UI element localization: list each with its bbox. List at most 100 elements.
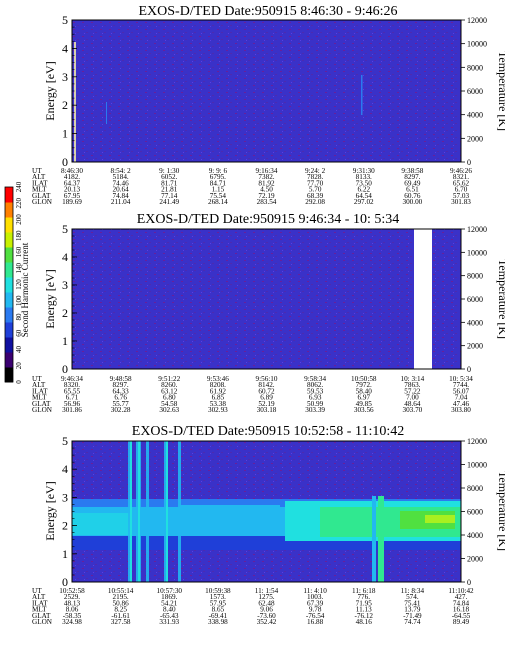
- table-cell: -58.35: [63, 612, 82, 620]
- table-cell: 81.92: [258, 179, 275, 187]
- table-cell: 574.: [406, 593, 419, 601]
- colorbar-tick-label: 80: [15, 313, 23, 321]
- table-row-label: ILAT: [32, 387, 48, 395]
- y-right-tick-label: 12000: [467, 16, 487, 25]
- table-cell: 56.07: [453, 387, 470, 395]
- table-cell: 21.81: [161, 186, 178, 194]
- table-cell: 61.92: [210, 387, 227, 395]
- table-cell: 4182.: [64, 173, 80, 181]
- y-tick-label: 4: [62, 250, 68, 264]
- table-cell: 8260.: [161, 381, 177, 389]
- table-cell: 331.93: [159, 618, 179, 626]
- table-cell: 5.70: [309, 186, 322, 194]
- table-cell: 50.86: [113, 599, 130, 607]
- table-cell: 54.58: [161, 400, 178, 408]
- table-cell: 9:16:34: [256, 167, 278, 175]
- table-cell: 6052.: [161, 173, 177, 181]
- table-cell: 427.: [455, 593, 468, 601]
- table-cell: 6.76: [114, 394, 127, 402]
- colorbar-swatch: [5, 367, 13, 383]
- y-tick-label: 5: [62, 434, 68, 448]
- spike: [378, 496, 384, 582]
- table-cell: 10:50:58: [351, 375, 377, 383]
- table-cell: 74.84: [453, 599, 470, 607]
- table-cell: 47.46: [453, 400, 470, 408]
- panel-1-ylabel: Energy [eV]: [43, 61, 57, 120]
- table-cell: 75.41: [404, 599, 421, 607]
- table-cell: 241.49: [159, 198, 179, 206]
- colorbar-tick-label: 20: [15, 362, 23, 370]
- y-right-tick-label: 6000: [467, 508, 483, 517]
- colorbar-swatch: [5, 277, 13, 293]
- table-cell: 2195.: [113, 593, 129, 601]
- table-cell: 6.85: [212, 394, 225, 402]
- table-cell: 55.77: [113, 400, 130, 408]
- table-cell: 54.21: [161, 599, 178, 607]
- table-cell: 302.63: [159, 406, 179, 414]
- table-cell: 292.08: [305, 198, 325, 206]
- table-cell: 2529.: [64, 593, 80, 601]
- spectral-band: [425, 515, 455, 523]
- table-cell: 10:57:30: [156, 587, 182, 595]
- y-tick-label: 4: [62, 462, 68, 476]
- table-cell: 8.65: [212, 606, 225, 614]
- table-cell: 1.15: [212, 186, 225, 194]
- panel-3: EXOS-D/TED Date:950915 10:52:58 - 11:10:…: [32, 424, 505, 626]
- table-cell: 75.54: [210, 192, 227, 200]
- y-tick-label: 1: [62, 127, 68, 141]
- y-right-tick-label: 2000: [467, 342, 483, 351]
- table-cell: 57.22: [404, 387, 421, 395]
- table-cell: 48.13: [64, 599, 81, 607]
- table-cell: 8:46:30: [61, 167, 83, 175]
- table-cell: 8142.: [258, 381, 274, 389]
- y-right-tick-label: 10000: [467, 461, 487, 470]
- table-cell: 20.13: [64, 186, 81, 194]
- table-cell: 6.70: [455, 186, 468, 194]
- table-cell: 327.58: [111, 618, 131, 626]
- table-cell: 69.49: [404, 179, 421, 187]
- table-cell: 6.71: [66, 394, 79, 402]
- table-row-label: UT: [32, 167, 42, 175]
- colorbar-swatch: [5, 247, 13, 263]
- table-cell: 64.54: [356, 192, 373, 200]
- table-cell: 9:58:34: [304, 375, 326, 383]
- table-cell: 63.12: [161, 387, 178, 395]
- table-cell: 68.39: [307, 192, 324, 200]
- y-tick-label: 3: [62, 278, 68, 292]
- table-cell: 9.06: [260, 606, 273, 614]
- table-cell: 8297.: [404, 173, 420, 181]
- table-cell: 6795.: [210, 173, 226, 181]
- y-right-tick-label: 2000: [467, 134, 483, 143]
- table-cell: 1869.: [161, 593, 177, 601]
- table-cell: 300.00: [402, 198, 422, 206]
- table-cell: 9: 1:30: [159, 167, 180, 175]
- table-cell: 338.98: [208, 618, 228, 626]
- colorbar-tick-label: 0: [15, 380, 23, 384]
- table-cell: 9:24: 2: [305, 167, 326, 175]
- colorbar-tick-label: 120: [15, 279, 23, 290]
- table-cell: 65.62: [453, 179, 470, 187]
- colorbar-swatch: [5, 262, 13, 278]
- table-cell: 7972.: [356, 381, 372, 389]
- table-row-label: GLON: [32, 406, 53, 414]
- panel-1-ylabel-right: Temperature [K]: [496, 51, 505, 131]
- y-tick-label: 5: [62, 13, 68, 27]
- table-cell: 64.33: [113, 387, 130, 395]
- table-cell: -71.49: [403, 612, 422, 620]
- y-right-tick-label: 4000: [467, 318, 483, 327]
- table-cell: 6.51: [406, 186, 419, 194]
- table-cell: 9:53:46: [207, 375, 229, 383]
- table-cell: 7.04: [455, 394, 468, 402]
- colorbar-swatch: [5, 307, 13, 323]
- table-cell: 8321.: [453, 173, 469, 181]
- y-right-tick-label: 12000: [467, 437, 487, 446]
- y-tick-label: 2: [62, 98, 68, 112]
- table-cell: 303.70: [402, 406, 422, 414]
- panel-2-ylabel: Energy [eV]: [43, 269, 57, 328]
- table-cell: -76.54: [306, 612, 325, 620]
- table-cell: 10: 5:34: [449, 375, 473, 383]
- table-cell: 74.46: [113, 179, 130, 187]
- colorbar-swatch: [5, 292, 13, 308]
- table-cell: 48.16: [356, 618, 373, 626]
- table-row-label: GLON: [32, 198, 53, 206]
